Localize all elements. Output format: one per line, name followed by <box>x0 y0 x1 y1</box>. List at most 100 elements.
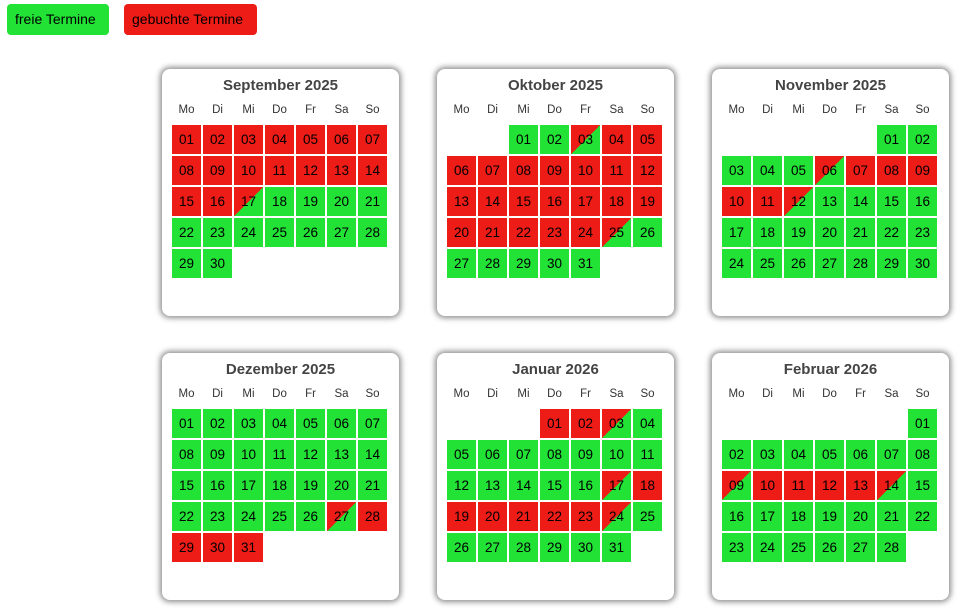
day-cell-booked[interactable]: 12 <box>296 156 325 185</box>
day-cell-booked[interactable]: 21 <box>478 218 507 247</box>
day-cell-free[interactable]: 16 <box>203 471 232 500</box>
day-cell-free[interactable]: 28 <box>358 218 387 247</box>
day-cell-free[interactable]: 14 <box>358 440 387 469</box>
day-cell-free[interactable]: 17 <box>753 502 782 531</box>
day-cell-booked[interactable]: 02 <box>203 125 232 154</box>
day-cell-free[interactable]: 15 <box>540 471 569 500</box>
day-cell-free[interactable]: 18 <box>265 187 294 216</box>
day-cell-free[interactable]: 26 <box>296 502 325 531</box>
day-cell-booked[interactable]: 12 <box>633 156 662 185</box>
day-cell-free[interactable]: 28 <box>877 533 906 562</box>
day-cell-free[interactable]: 05 <box>815 440 844 469</box>
day-cell-free[interactable]: 27 <box>447 249 476 278</box>
day-cell-free[interactable]: 23 <box>203 218 232 247</box>
day-cell-partial[interactable]: 03 <box>571 125 600 154</box>
day-cell-partial[interactable]: 09 <box>722 471 751 500</box>
day-cell-free[interactable]: 24 <box>234 502 263 531</box>
day-cell-free[interactable]: 24 <box>722 249 751 278</box>
day-cell-booked[interactable]: 18 <box>633 471 662 500</box>
day-cell-free[interactable]: 27 <box>815 249 844 278</box>
day-cell-booked[interactable]: 03 <box>234 125 263 154</box>
day-cell-free[interactable]: 17 <box>234 471 263 500</box>
day-cell-booked[interactable]: 05 <box>296 125 325 154</box>
day-cell-partial[interactable]: 03 <box>602 409 631 438</box>
day-cell-booked[interactable]: 04 <box>602 125 631 154</box>
day-cell-booked[interactable]: 07 <box>478 156 507 185</box>
day-cell-partial[interactable]: 17 <box>602 471 631 500</box>
day-cell-free[interactable]: 21 <box>846 218 875 247</box>
day-cell-free[interactable]: 23 <box>722 533 751 562</box>
day-cell-free[interactable]: 16 <box>571 471 600 500</box>
day-cell-booked[interactable]: 22 <box>540 502 569 531</box>
day-cell-free[interactable]: 19 <box>784 218 813 247</box>
day-cell-booked[interactable]: 23 <box>540 218 569 247</box>
day-cell-free[interactable]: 23 <box>908 218 937 247</box>
day-cell-free[interactable]: 01 <box>509 125 538 154</box>
day-cell-free[interactable]: 10 <box>234 440 263 469</box>
day-cell-free[interactable]: 24 <box>234 218 263 247</box>
day-cell-booked[interactable]: 09 <box>203 156 232 185</box>
day-cell-free[interactable]: 29 <box>172 249 201 278</box>
day-cell-free[interactable]: 04 <box>784 440 813 469</box>
day-cell-booked[interactable]: 01 <box>172 125 201 154</box>
day-cell-free[interactable]: 26 <box>633 218 662 247</box>
day-cell-free[interactable]: 21 <box>877 502 906 531</box>
day-cell-partial[interactable]: 27 <box>327 502 356 531</box>
day-cell-free[interactable]: 08 <box>540 440 569 469</box>
day-cell-booked[interactable]: 21 <box>509 502 538 531</box>
day-cell-booked[interactable]: 14 <box>478 187 507 216</box>
day-cell-free[interactable]: 27 <box>478 533 507 562</box>
day-cell-free[interactable]: 08 <box>908 440 937 469</box>
day-cell-free[interactable]: 31 <box>602 533 631 562</box>
day-cell-partial[interactable]: 17 <box>234 187 263 216</box>
day-cell-free[interactable]: 13 <box>478 471 507 500</box>
day-cell-free[interactable]: 25 <box>784 533 813 562</box>
day-cell-free[interactable]: 16 <box>908 187 937 216</box>
day-cell-free[interactable]: 05 <box>784 156 813 185</box>
day-cell-free[interactable]: 29 <box>509 249 538 278</box>
day-cell-free[interactable]: 17 <box>722 218 751 247</box>
legend-booked-button[interactable]: gebuchte Termine <box>124 4 257 35</box>
day-cell-free[interactable]: 26 <box>296 218 325 247</box>
day-cell-booked[interactable]: 28 <box>358 502 387 531</box>
day-cell-free[interactable]: 26 <box>784 249 813 278</box>
day-cell-free[interactable]: 11 <box>265 440 294 469</box>
day-cell-booked[interactable]: 07 <box>846 156 875 185</box>
day-cell-free[interactable]: 06 <box>846 440 875 469</box>
day-cell-free[interactable]: 19 <box>296 471 325 500</box>
day-cell-booked[interactable]: 16 <box>203 187 232 216</box>
day-cell-booked[interactable]: 31 <box>234 533 263 562</box>
day-cell-free[interactable]: 03 <box>234 409 263 438</box>
day-cell-booked[interactable]: 10 <box>571 156 600 185</box>
day-cell-free[interactable]: 19 <box>815 502 844 531</box>
day-cell-free[interactable]: 11 <box>633 440 662 469</box>
day-cell-free[interactable]: 22 <box>877 218 906 247</box>
day-cell-free[interactable]: 25 <box>265 502 294 531</box>
day-cell-free[interactable]: 28 <box>509 533 538 562</box>
day-cell-booked[interactable]: 07 <box>358 125 387 154</box>
day-cell-free[interactable]: 31 <box>571 249 600 278</box>
day-cell-booked[interactable]: 14 <box>358 156 387 185</box>
day-cell-free[interactable]: 15 <box>172 471 201 500</box>
day-cell-booked[interactable]: 11 <box>753 187 782 216</box>
day-cell-free[interactable]: 14 <box>509 471 538 500</box>
day-cell-free[interactable]: 04 <box>265 409 294 438</box>
day-cell-free[interactable]: 13 <box>327 440 356 469</box>
day-cell-free[interactable]: 15 <box>877 187 906 216</box>
day-cell-free[interactable]: 25 <box>265 218 294 247</box>
day-cell-free[interactable]: 05 <box>296 409 325 438</box>
day-cell-booked[interactable]: 30 <box>203 533 232 562</box>
day-cell-booked[interactable]: 06 <box>327 125 356 154</box>
day-cell-free[interactable]: 04 <box>753 156 782 185</box>
day-cell-free[interactable]: 29 <box>877 249 906 278</box>
day-cell-booked[interactable]: 23 <box>571 502 600 531</box>
day-cell-free[interactable]: 18 <box>265 471 294 500</box>
day-cell-booked[interactable]: 11 <box>265 156 294 185</box>
day-cell-free[interactable]: 28 <box>846 249 875 278</box>
day-cell-free[interactable]: 26 <box>815 533 844 562</box>
day-cell-free[interactable]: 23 <box>203 502 232 531</box>
day-cell-booked[interactable]: 19 <box>633 187 662 216</box>
day-cell-booked[interactable]: 11 <box>602 156 631 185</box>
day-cell-free[interactable]: 28 <box>478 249 507 278</box>
day-cell-free[interactable]: 02 <box>908 125 937 154</box>
